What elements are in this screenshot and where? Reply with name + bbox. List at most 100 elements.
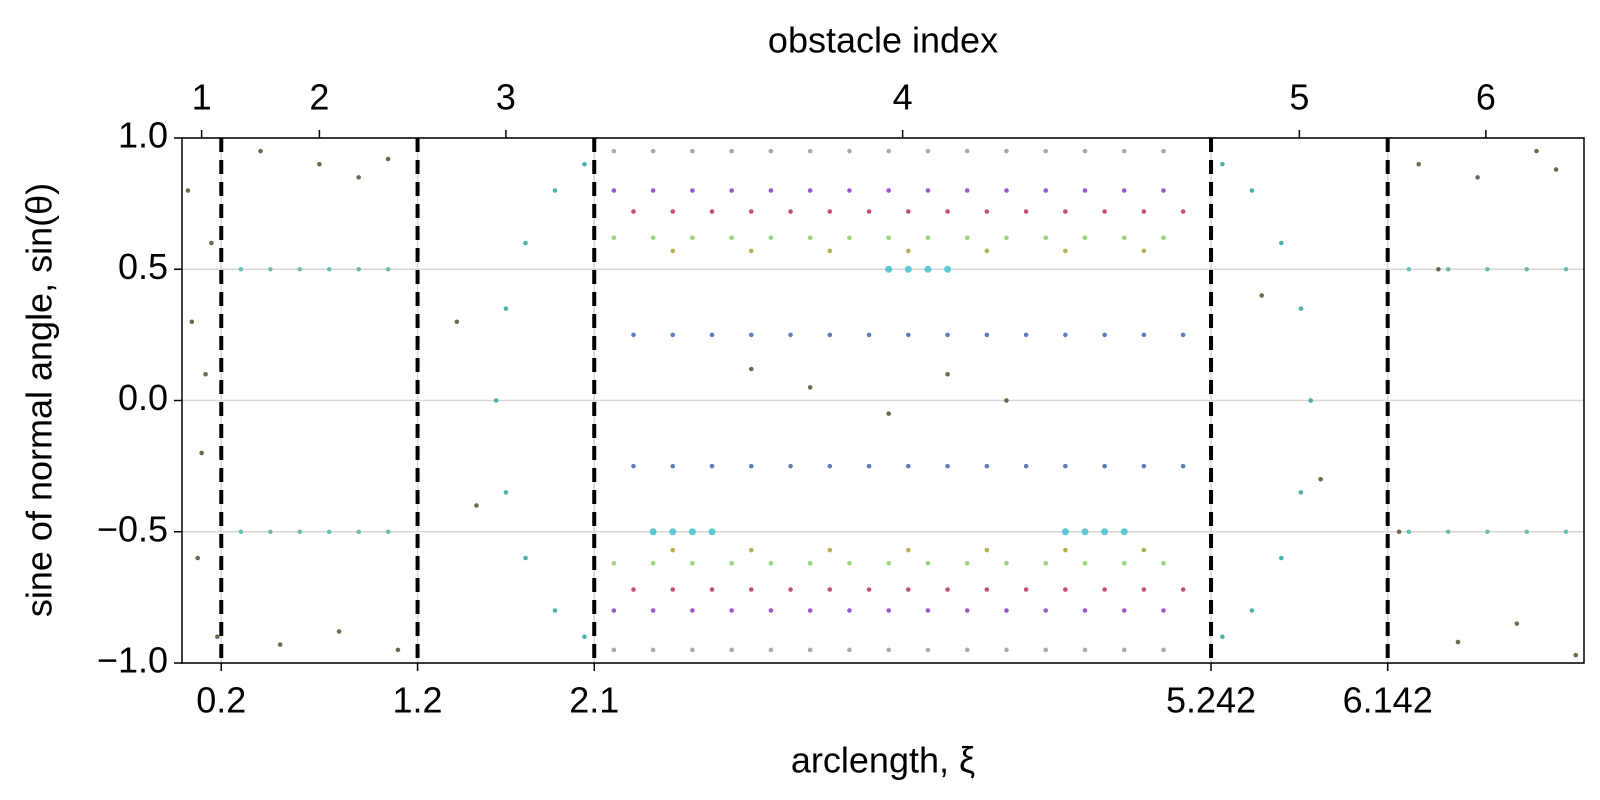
y-tick-label: −0.5 [97, 508, 168, 549]
point [925, 188, 931, 193]
point [1043, 608, 1049, 613]
point [788, 332, 793, 338]
point [1063, 463, 1068, 469]
point [1102, 209, 1107, 214]
point [729, 560, 734, 566]
point [924, 265, 932, 273]
point [906, 332, 911, 338]
point [1082, 647, 1088, 653]
point [1563, 266, 1569, 272]
point [964, 647, 970, 653]
point [827, 547, 833, 553]
point [904, 265, 912, 273]
point [1043, 148, 1049, 154]
point [215, 634, 220, 640]
point [886, 235, 891, 241]
point [847, 560, 852, 566]
point [1082, 608, 1088, 613]
point [906, 463, 911, 469]
point [1180, 332, 1186, 338]
point [631, 209, 636, 214]
point [886, 560, 891, 566]
x-axis-title: arclength, ξ [791, 740, 975, 781]
point [807, 608, 813, 613]
point [356, 266, 361, 272]
point [1563, 529, 1569, 535]
point [336, 629, 342, 634]
point [768, 188, 774, 193]
point [688, 528, 696, 536]
point [964, 148, 970, 154]
point [1063, 248, 1068, 254]
point [650, 188, 656, 193]
point [649, 528, 657, 536]
point [945, 209, 950, 214]
point [866, 332, 872, 338]
point [1023, 463, 1029, 469]
point [650, 148, 656, 154]
point [1406, 266, 1412, 272]
x2-tick-label: 3 [496, 77, 516, 118]
point [1004, 398, 1009, 403]
point [582, 634, 587, 640]
point [827, 209, 833, 214]
point [297, 266, 303, 272]
point [1063, 547, 1068, 553]
x2-tick-label: 6 [1476, 77, 1496, 118]
point [886, 647, 891, 653]
point [768, 608, 774, 613]
x2-tick-label: 4 [893, 77, 913, 118]
point [650, 560, 656, 566]
point [768, 560, 774, 566]
point [1102, 587, 1107, 592]
point [847, 608, 852, 613]
point [709, 332, 715, 338]
point [729, 647, 734, 653]
point [964, 188, 970, 193]
point [906, 248, 911, 254]
point [964, 235, 970, 241]
point [1023, 332, 1029, 338]
point [945, 587, 950, 592]
point [650, 608, 656, 613]
point [690, 235, 695, 241]
point [1121, 235, 1127, 241]
point [1004, 560, 1009, 566]
point [709, 463, 715, 469]
point [1161, 148, 1166, 154]
point [1259, 293, 1264, 298]
point [827, 587, 833, 592]
point [690, 148, 695, 154]
point [1082, 188, 1088, 193]
point [669, 528, 677, 536]
point [964, 560, 970, 566]
point [807, 385, 813, 390]
point [984, 209, 990, 214]
point [1061, 528, 1069, 536]
point [1121, 608, 1127, 613]
point [847, 235, 852, 241]
point [690, 647, 695, 653]
point [847, 148, 852, 154]
point [356, 175, 361, 180]
point [690, 188, 695, 193]
point [847, 647, 852, 653]
point [1141, 463, 1147, 469]
point [199, 450, 204, 456]
point [1121, 560, 1127, 566]
plot-frame [181, 137, 1585, 664]
point [748, 248, 754, 254]
point [523, 555, 528, 561]
point [611, 235, 617, 241]
point [1416, 161, 1422, 167]
point [552, 188, 558, 193]
point [611, 148, 617, 154]
point [474, 503, 479, 508]
y-tick-label: −1.0 [97, 640, 168, 681]
point [1063, 332, 1068, 338]
x-tick-label: 2.1 [569, 680, 619, 721]
point [1043, 647, 1049, 653]
point [1298, 490, 1304, 495]
point [788, 463, 793, 469]
point [258, 148, 263, 154]
